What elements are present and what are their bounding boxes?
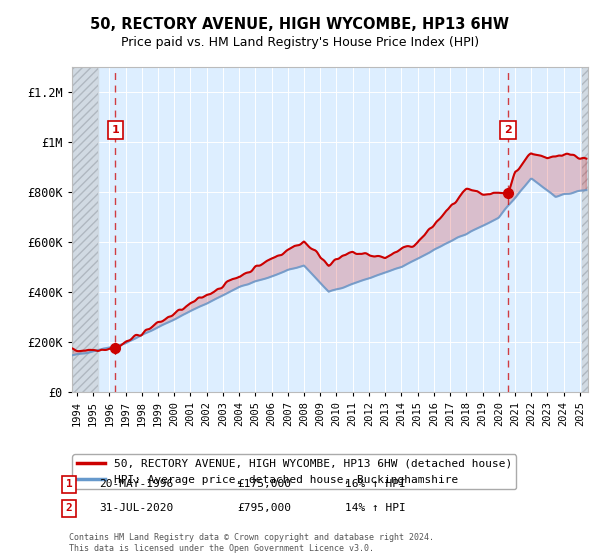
Bar xyxy=(72,67,98,392)
Bar xyxy=(581,67,588,392)
Text: 16% ↑ HPI: 16% ↑ HPI xyxy=(345,479,406,489)
Text: Contains HM Land Registry data © Crown copyright and database right 2024.
This d: Contains HM Land Registry data © Crown c… xyxy=(69,533,434,553)
Text: Price paid vs. HM Land Registry's House Price Index (HPI): Price paid vs. HM Land Registry's House … xyxy=(121,36,479,49)
Text: 31-JUL-2020: 31-JUL-2020 xyxy=(99,503,173,514)
Text: £795,000: £795,000 xyxy=(237,503,291,514)
Text: £175,000: £175,000 xyxy=(237,479,291,489)
Bar xyxy=(581,67,588,392)
Legend: 50, RECTORY AVENUE, HIGH WYCOMBE, HP13 6HW (detached house), HPI: Average price,: 50, RECTORY AVENUE, HIGH WYCOMBE, HP13 6… xyxy=(73,454,516,489)
Text: 50, RECTORY AVENUE, HIGH WYCOMBE, HP13 6HW: 50, RECTORY AVENUE, HIGH WYCOMBE, HP13 6… xyxy=(91,17,509,32)
Text: 2: 2 xyxy=(504,125,512,134)
Text: 14% ↑ HPI: 14% ↑ HPI xyxy=(345,503,406,514)
Text: 1: 1 xyxy=(65,479,73,489)
Text: 1: 1 xyxy=(112,125,119,134)
Text: 2: 2 xyxy=(65,503,73,514)
Text: 20-MAY-1996: 20-MAY-1996 xyxy=(99,479,173,489)
Bar xyxy=(72,67,98,392)
